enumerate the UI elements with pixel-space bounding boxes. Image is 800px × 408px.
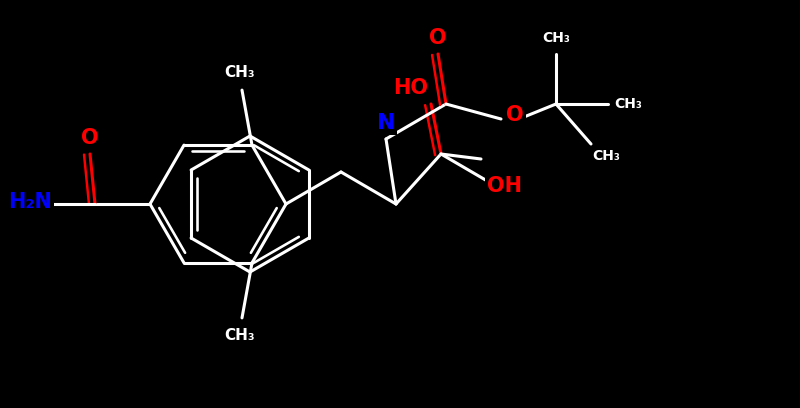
Text: CH₃: CH₃ <box>614 97 642 111</box>
Text: OH: OH <box>487 176 522 196</box>
Text: CH₃: CH₃ <box>225 64 255 80</box>
Text: HO: HO <box>394 78 429 98</box>
Text: CH₃: CH₃ <box>592 149 620 163</box>
Text: O: O <box>506 105 524 125</box>
Text: O: O <box>81 128 99 148</box>
Text: CH₃: CH₃ <box>542 31 570 45</box>
Text: CH₃: CH₃ <box>225 328 255 344</box>
Text: H₂N: H₂N <box>8 192 52 212</box>
Text: N: N <box>377 113 395 133</box>
Text: O: O <box>429 28 447 48</box>
